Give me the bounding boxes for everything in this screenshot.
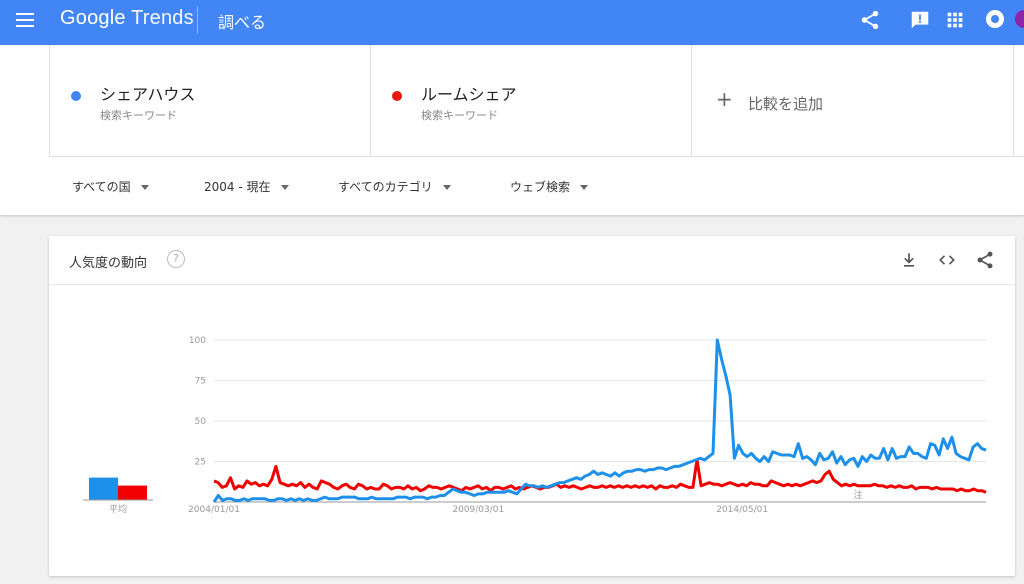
term-type: 検索キーワード	[421, 109, 498, 122]
search-term-1[interactable]: シェアハウス 検索キーワード	[49, 45, 370, 157]
search-term-2[interactable]: ルームシェア 検索キーワード	[370, 45, 691, 157]
x-tick-label: 2009/03/01	[452, 505, 504, 515]
term-color-dot-blue	[71, 91, 81, 101]
logo[interactable]: Google Trends	[60, 7, 194, 30]
share-icon[interactable]	[975, 250, 995, 270]
app-bar: Google Trends 調べる	[0, 0, 1024, 45]
notifications-avatar-icon[interactable]	[986, 10, 1004, 28]
term-name: シェアハウス	[100, 85, 196, 104]
term-row: シェアハウス 検索キーワード ルームシェア 検索キーワード + 比較を追加	[49, 45, 1024, 157]
time-filter[interactable]: 2004 - 現在	[204, 178, 289, 195]
logo-google: Google	[60, 7, 126, 29]
line-chart: 100 75 50 25 平均 2004/01/01 2009/03/01 2014/05…	[83, 336, 987, 515]
share-icon[interactable]	[859, 9, 881, 31]
download-icon[interactable]	[899, 250, 919, 270]
compare-panel: シェアハウス 検索キーワード ルームシェア 検索キーワード + 比較を追加 すべ…	[0, 45, 1024, 215]
x-tick-label: 2014/05/01	[716, 505, 768, 515]
average-label: 平均	[109, 503, 127, 515]
region-filter[interactable]: すべての国	[72, 178, 149, 195]
term-type: 検索キーワード	[100, 109, 177, 122]
embed-code-icon[interactable]	[937, 250, 957, 270]
caret-down-icon	[442, 185, 451, 190]
logo-trends: Trends	[131, 7, 194, 29]
y-tick-label: 75	[195, 377, 206, 387]
card-divider	[49, 284, 1015, 285]
help-icon[interactable]: ?	[167, 250, 185, 268]
note-marker[interactable]: 注	[853, 489, 862, 501]
interest-over-time-card: 人気度の動向 ? 100 75 50 25 平均 2004/01/01 2009/03/…	[49, 236, 1015, 576]
average-bar	[89, 477, 118, 500]
term-name: ルームシェア	[421, 85, 517, 104]
menu-icon[interactable]	[16, 13, 34, 27]
region-filter-label: すべての国	[72, 180, 131, 194]
header-divider	[197, 6, 198, 34]
x-tick-label: 2004/01/01	[188, 505, 240, 515]
y-tick-label: 25	[195, 458, 206, 468]
category-filter[interactable]: すべてのカテゴリ	[338, 178, 451, 195]
card-title: 人気度の動向	[69, 256, 148, 271]
category-filter-label: すべてのカテゴリ	[338, 180, 433, 194]
y-tick-label: 50	[195, 417, 207, 427]
search-type-filter[interactable]: ウェブ検索	[510, 178, 589, 195]
add-comparison-button[interactable]: + 比較を追加	[691, 45, 1013, 157]
term-color-dot-red	[392, 91, 402, 101]
plus-icon: +	[716, 87, 733, 111]
caret-down-icon	[140, 185, 149, 190]
time-filter-label: 2004 - 現在	[204, 180, 271, 194]
caret-down-icon	[580, 185, 589, 190]
term-slot-empty	[1013, 45, 1024, 157]
y-tick-label: 100	[189, 336, 206, 346]
caret-down-icon	[280, 185, 289, 190]
series-line	[212, 338, 987, 503]
feedback-icon[interactable]	[909, 9, 931, 31]
series-line	[213, 458, 987, 494]
apps-grid-icon[interactable]	[944, 9, 966, 31]
average-bar	[118, 485, 147, 500]
add-comparison-label: 比較を追加	[748, 95, 824, 113]
account-avatar[interactable]	[1015, 10, 1024, 28]
explore-link[interactable]: 調べる	[218, 13, 267, 32]
search-type-filter-label: ウェブ検索	[510, 180, 571, 194]
